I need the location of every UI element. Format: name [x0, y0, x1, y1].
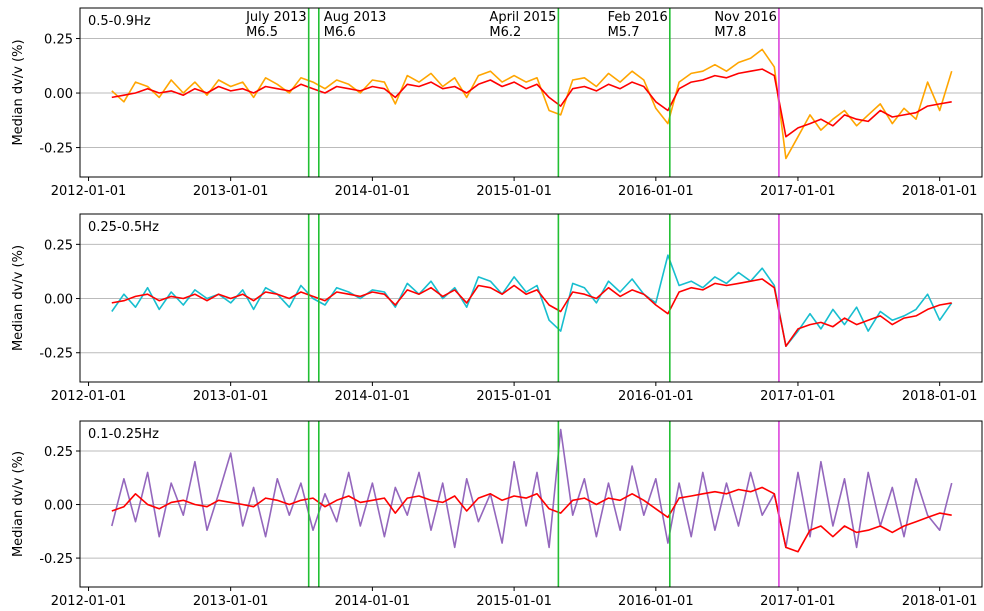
event-label: April 2015: [489, 10, 556, 25]
y-tick-label: 0.00: [44, 293, 73, 308]
plot-frame: [79, 7, 983, 178]
data-line: [111, 486, 952, 553]
x-tick-label: 2012-01-01: [51, 594, 127, 609]
x-tick-label: 2013-01-01: [193, 389, 269, 404]
x-tick-label: 2016-01-01: [618, 594, 694, 609]
event-magnitude: M6.2: [489, 25, 521, 40]
y-tick-label: -0.25: [39, 552, 73, 567]
data-line: [111, 254, 953, 347]
y-tick-label: -0.25: [39, 142, 73, 157]
data-line: [111, 68, 952, 138]
x-tick-label: 2015-01-01: [476, 389, 552, 404]
y-axis-label: Median dv/v (%): [11, 39, 26, 145]
event-label: Nov 2016: [714, 10, 777, 25]
x-tick-label: 2018-01-01: [902, 184, 978, 199]
panel-label: 0.25-0.5Hz: [88, 220, 159, 235]
y-tick-label: 0.25: [44, 445, 73, 460]
data-line: [111, 428, 953, 549]
x-tick-label: 2014-01-01: [335, 184, 411, 199]
y-tick-label: 0.25: [44, 33, 73, 48]
x-tick-label: 2012-01-01: [51, 184, 127, 199]
x-tick-label: 2017-01-01: [760, 184, 836, 199]
event-magnitude: M6.6: [324, 25, 356, 40]
x-tick-label: 2013-01-01: [193, 184, 269, 199]
event-magnitude: M6.5: [246, 25, 278, 40]
x-tick-label: 2018-01-01: [902, 594, 978, 609]
x-tick-label: 2017-01-01: [760, 389, 836, 404]
x-tick-label: 2012-01-01: [51, 389, 127, 404]
panel-label: 0.5-0.9Hz: [88, 14, 151, 29]
event-magnitude: M7.8: [714, 25, 746, 40]
panel-label: 0.1-0.25Hz: [88, 427, 159, 442]
x-tick-label: 2016-01-01: [618, 184, 694, 199]
y-axis-label: Median dv/v (%): [11, 451, 26, 557]
event-label: July 2013: [245, 10, 307, 25]
x-tick-label: 2014-01-01: [335, 389, 411, 404]
data-line: [111, 278, 952, 347]
event-label: Feb 2016: [608, 10, 668, 25]
plot-frame: [79, 213, 983, 383]
x-tick-label: 2018-01-01: [902, 389, 978, 404]
y-tick-label: 0.00: [44, 87, 73, 102]
x-tick-label: 2017-01-01: [760, 594, 836, 609]
x-tick-label: 2014-01-01: [335, 594, 411, 609]
x-tick-label: 2015-01-01: [476, 594, 552, 609]
plot-frame: [79, 420, 983, 588]
y-tick-label: 0.25: [44, 238, 73, 253]
event-magnitude: M5.7: [608, 25, 640, 40]
data-line: [111, 48, 953, 160]
y-axis-label: Median dv/v (%): [11, 245, 26, 351]
y-tick-label: 0.00: [44, 499, 73, 514]
event-label: Aug 2013: [324, 10, 387, 25]
y-tick-label: -0.25: [39, 347, 73, 362]
x-tick-label: 2013-01-01: [193, 594, 269, 609]
x-tick-label: 2015-01-01: [476, 184, 552, 199]
x-tick-label: 2016-01-01: [618, 389, 694, 404]
